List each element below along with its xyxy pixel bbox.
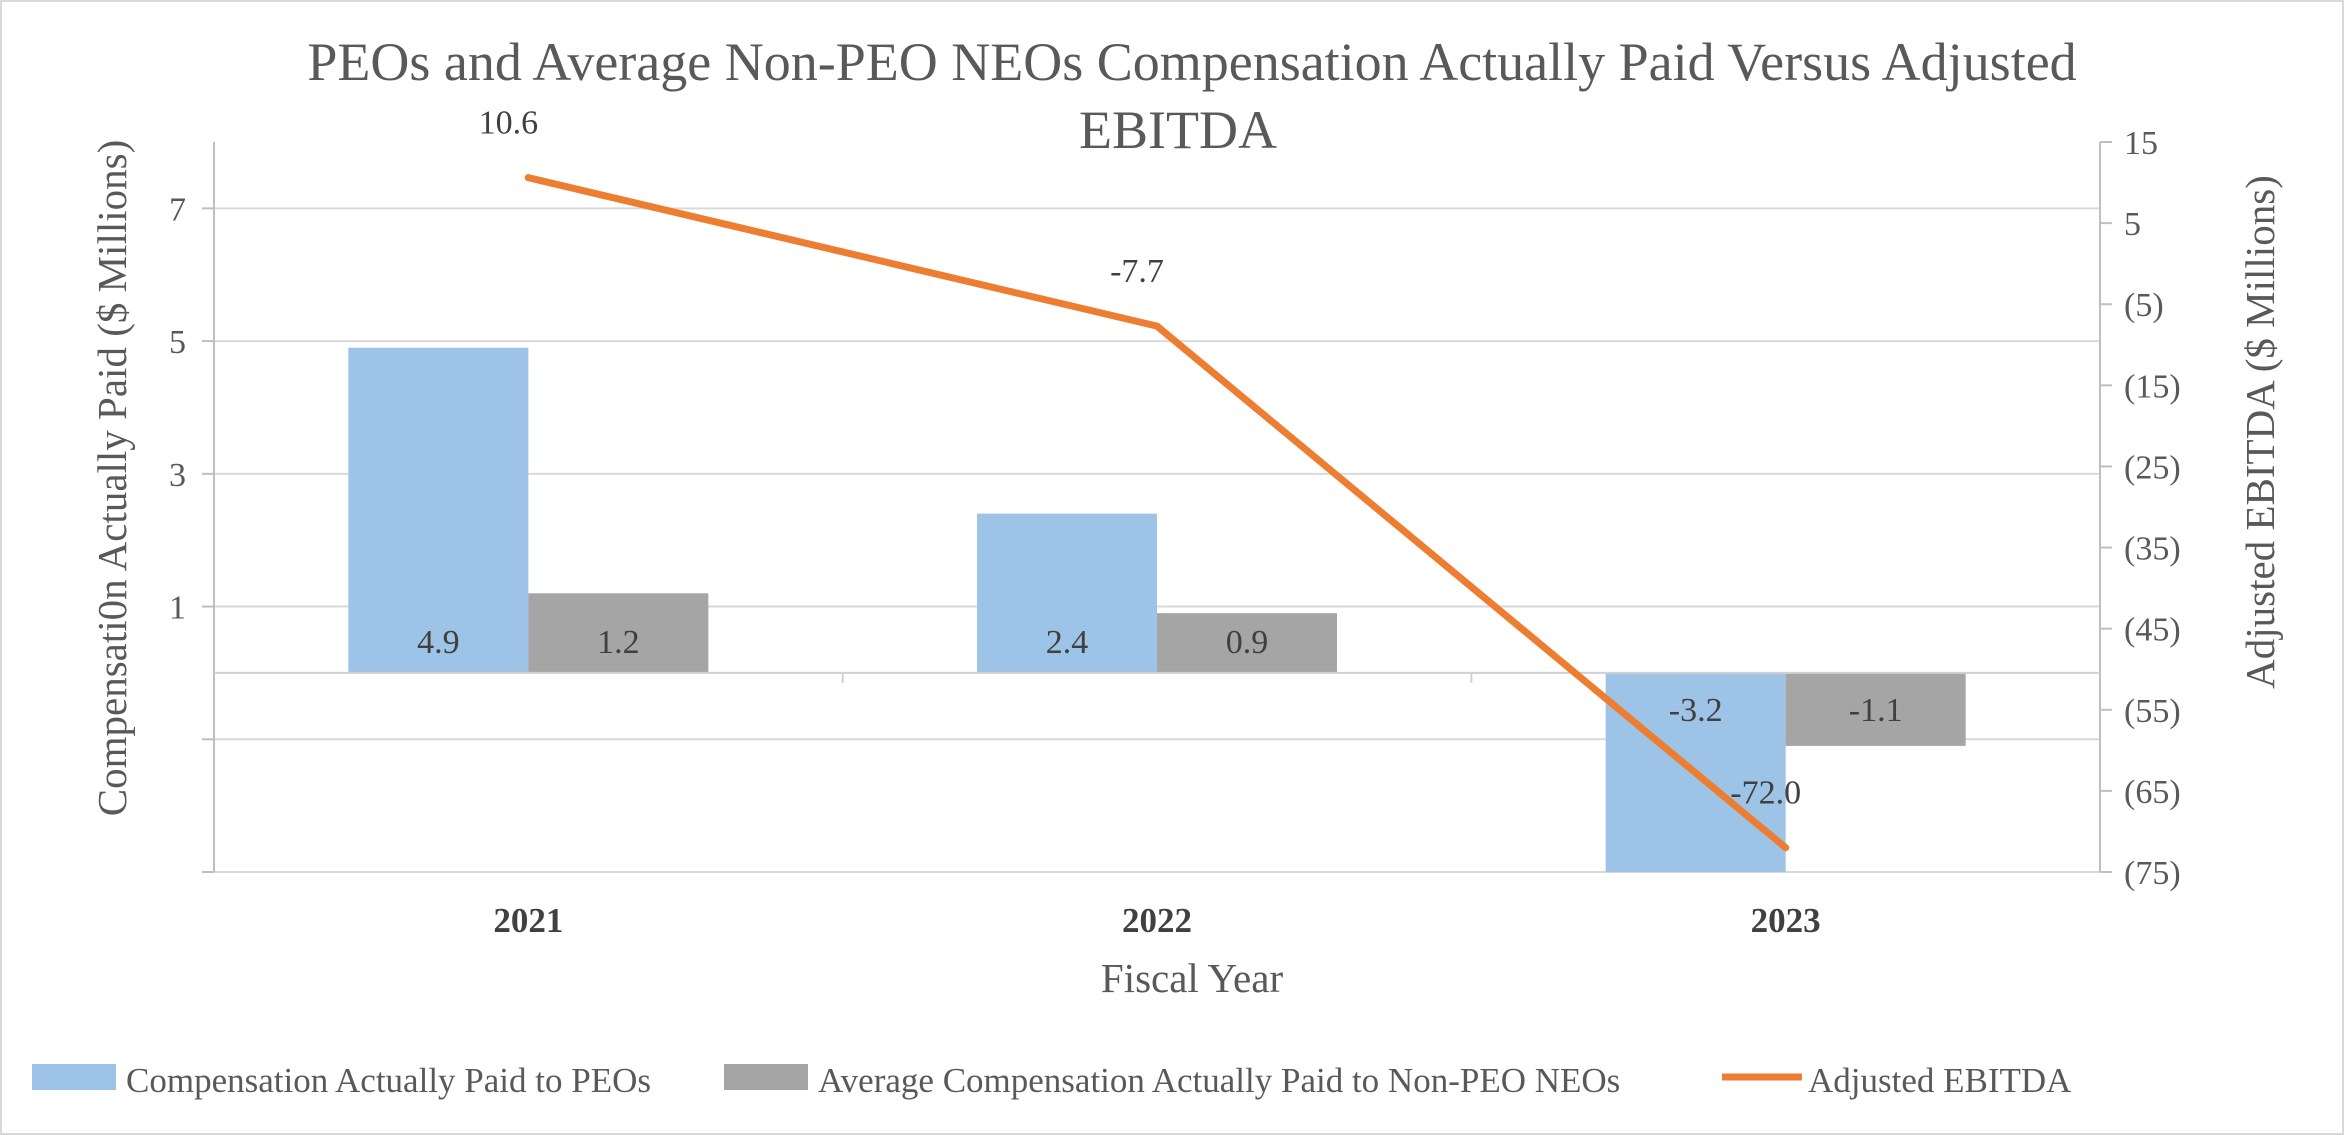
data-label-ebitda-2021: 10.6 [479, 105, 539, 142]
legend-label-ebitda: Adjusted EBITDA [1808, 1061, 2072, 1100]
data-label-non-peo-2021: 1.2 [597, 624, 640, 661]
y-tick-label-1: 5 [169, 324, 186, 361]
y2-tick-label-5: (35) [2124, 531, 2181, 568]
y2-tick-label-9: (75) [2124, 855, 2181, 892]
bar-non-peo-2021 [528, 593, 709, 673]
bar-peo-2022 [977, 513, 1157, 673]
x-tick-label-2021: 2021 [493, 901, 563, 940]
y2-tick-label-2: (5) [2124, 287, 2164, 324]
y-tick-label-0: 7 [169, 191, 186, 228]
y-axis-title: Compensati0n Actually Paid ($ Millions) [89, 140, 135, 816]
y2-tick-label-8: (65) [2124, 774, 2181, 811]
data-labels: 4.9 2.4 -3.2 1.2 0.9 -1.1 10.6 -7.7 -72.0 [417, 105, 1902, 812]
bar-peo-2021 [348, 347, 529, 673]
point-ebitda-2023 [1782, 844, 1790, 852]
data-label-peo-2023: -3.2 [1669, 692, 1723, 729]
legend-swatch-non-peo [724, 1064, 808, 1090]
y2-tick-label-7: (55) [2124, 693, 2181, 730]
y2-tick-label-4: (25) [2124, 449, 2181, 486]
line-series [524, 174, 1790, 852]
data-label-peo-2022: 2.4 [1046, 624, 1089, 661]
y-tick-label-2: 3 [169, 457, 186, 494]
legend-label-peo: Compensation Actually Paid to PEOs [126, 1061, 651, 1100]
data-label-ebitda-2023: -72.0 [1730, 775, 1801, 812]
legend: Compensation Actually Paid to PEOs Avera… [32, 1061, 2072, 1100]
y2-axis-title: Adjusted EBITDA ($ Millions) [2237, 175, 2283, 689]
legend-label-non-peo: Average Compensation Actually Paid to No… [818, 1061, 1620, 1100]
x-tick-label-2022: 2022 [1122, 901, 1192, 940]
data-label-peo-2021: 4.9 [417, 624, 460, 661]
point-ebitda-2022 [1153, 322, 1161, 330]
chart-title-line-2: EBITDA [1079, 100, 1277, 160]
data-label-ebitda-2022: -7.7 [1110, 253, 1164, 290]
y2-tick-label-3: (15) [2124, 368, 2181, 405]
data-label-non-peo-2023: -1.1 [1849, 692, 1903, 729]
axes: 7 5 3 1 15 5 (5) (15) (25) (35) (45) (55) (65) (75) 20… [169, 125, 2181, 940]
x-axis-title: Fiscal Year [1101, 955, 1284, 1001]
point-ebitda-2021 [524, 174, 532, 182]
bar-non-peo-2022 [1157, 613, 1337, 673]
data-label-non-peo-2022: 0.9 [1226, 624, 1269, 661]
bar-non-peo-2023 [1785, 672, 1966, 746]
y2-tick-label-0: 15 [2124, 125, 2158, 162]
y-tick-label-3: 1 [169, 590, 186, 627]
y2-tick-label-1: 5 [2124, 206, 2141, 243]
legend-swatch-peo [32, 1064, 116, 1090]
y2-tick-label-6: (45) [2124, 612, 2181, 649]
x-tick-label-2023: 2023 [1751, 901, 1821, 940]
chart-title-line-1: PEOs and Average Non-PEO NEOs Compensati… [307, 32, 2076, 92]
